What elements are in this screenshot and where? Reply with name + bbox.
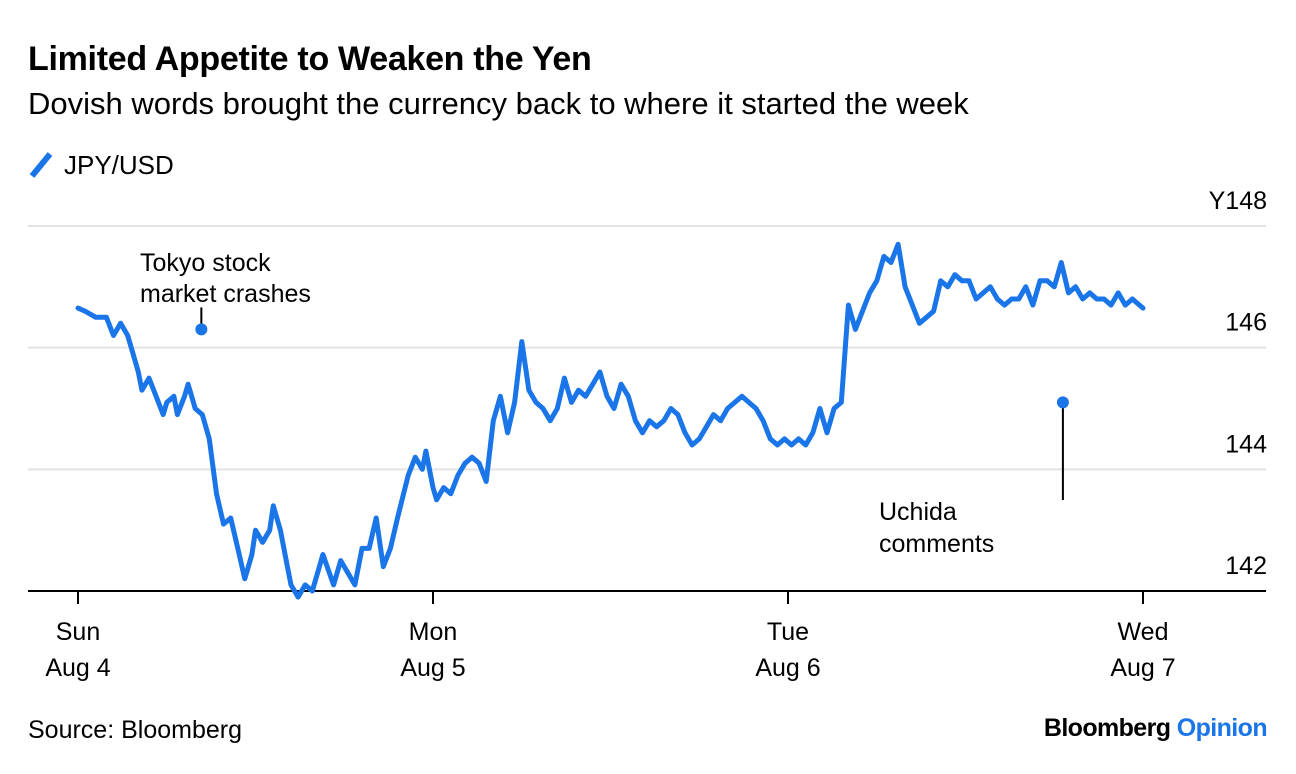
x-tick-label: Tue [767,618,809,646]
legend-label: JPY/USD [64,149,174,180]
y-tick-label: 142 [1225,552,1267,580]
annotation-label: Tokyo stock [140,249,271,277]
y-tick-label: Y148 [1209,187,1267,215]
annotation-label: comments [879,530,994,558]
source-note: Source: Bloomberg [28,716,243,744]
annotation-label: Uchida [879,498,957,526]
legend-swatch-icon [29,152,53,178]
chart-title: Limited Appetite to Weaken the Yen [28,40,592,78]
x-tick-label: Aug 4 [45,654,110,682]
chart-subtitle: Dovish words brought the currency back t… [28,86,969,121]
chart-plot: 142 144 146 Y148 Sun Aug 4 Mon Aug 5 Tue Aug 6 Wed… [28,187,1267,682]
brand-suffix: Opinion [1176,714,1268,742]
annotation-marker [195,323,208,336]
annotation-label: market crashes [140,280,311,308]
annotation-marker [1056,396,1069,409]
x-tick-label: Aug 6 [755,654,820,682]
brand-name: Bloomberg [1043,714,1171,742]
x-tick-label: Sun [56,618,100,646]
brand-logo: Bloomberg Opinion [1043,714,1268,743]
y-tick-label: 144 [1225,430,1267,458]
x-tick-label: Aug 7 [1110,654,1175,682]
series-line-jpy-usd [75,241,1146,600]
x-tick-label: Mon [409,618,458,646]
x-tick-label: Wed [1118,618,1169,646]
y-tick-label: 146 [1225,309,1267,337]
x-tick-label: Aug 5 [400,654,465,682]
legend: JPY/USD [28,148,174,182]
